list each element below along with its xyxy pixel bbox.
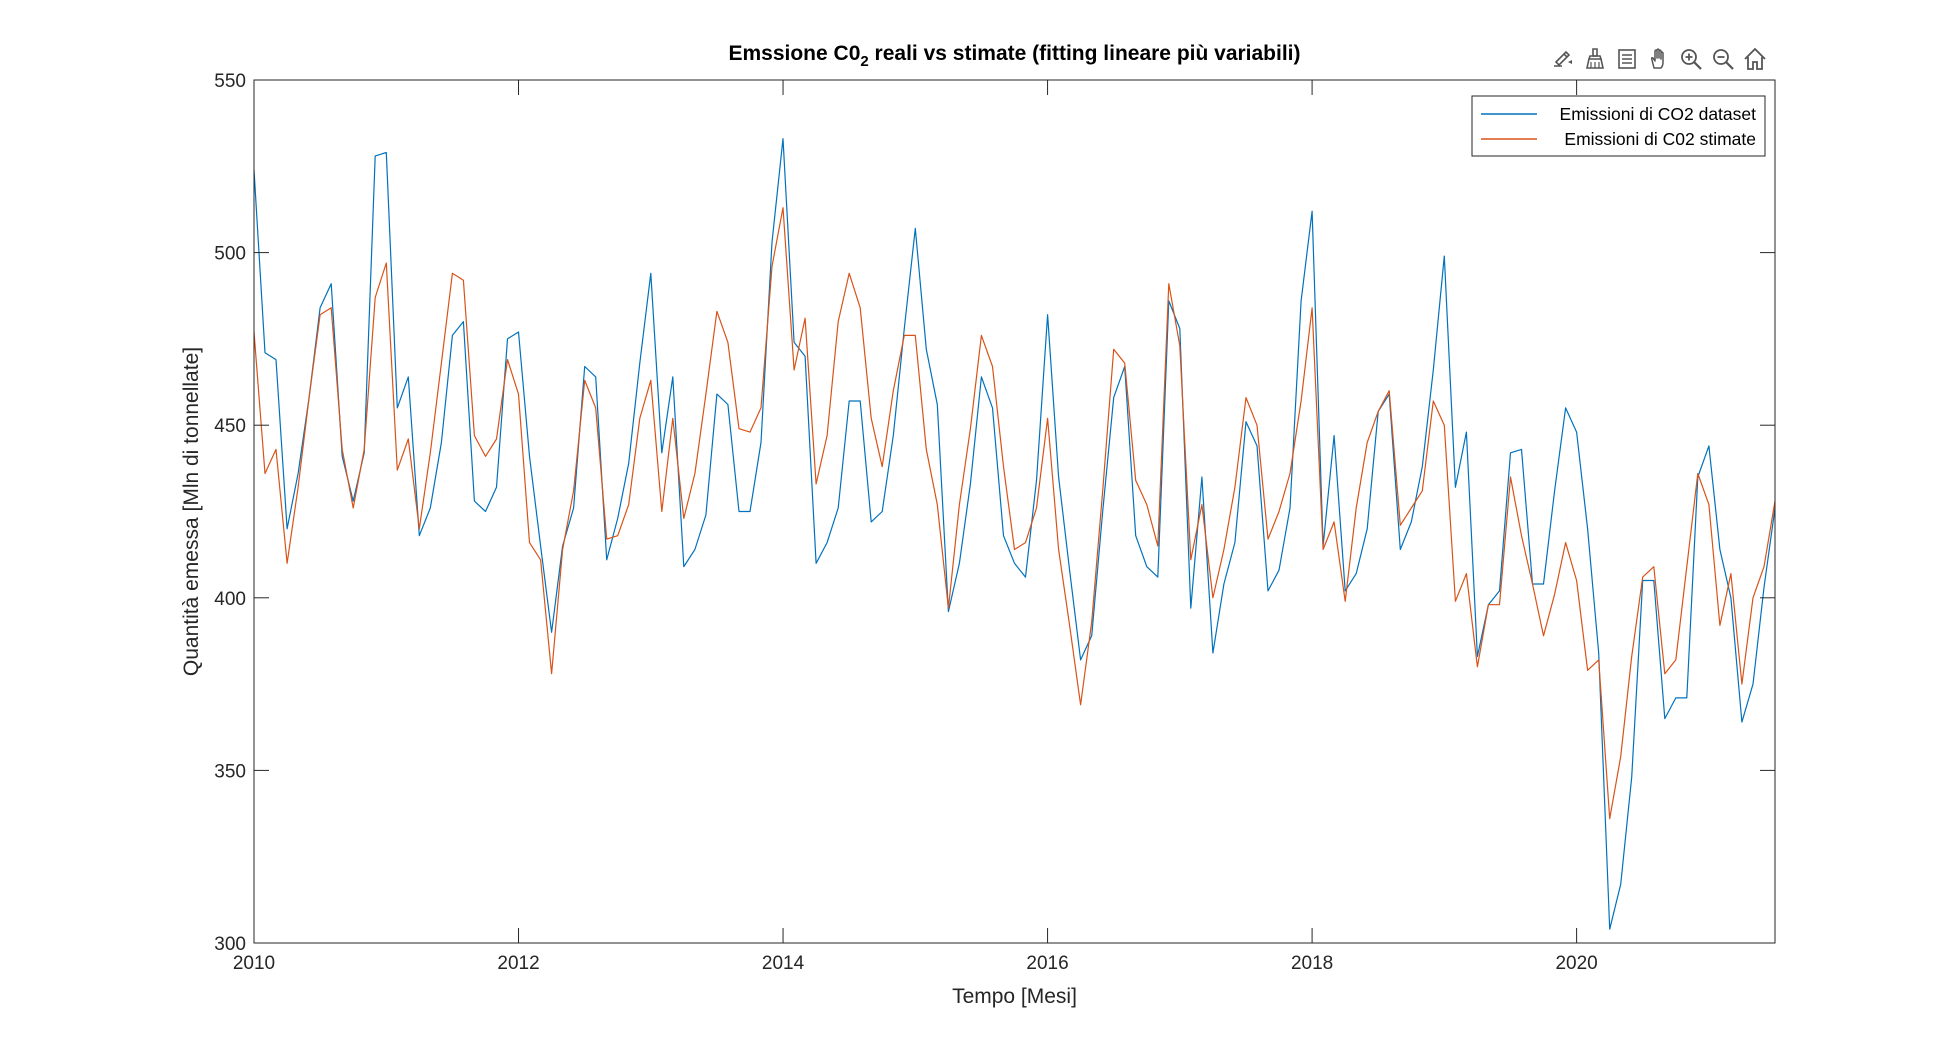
axes-toolbar [1548,44,1770,74]
axes-box [253,79,1776,944]
zoom-out-button[interactable] [1708,44,1738,74]
x-tick-label: 2016 [1026,953,1068,974]
series-line-2 [253,207,1776,820]
pan-hand-button[interactable] [1644,44,1674,74]
x-tick-label: 2018 [1291,953,1333,974]
zoom-out-icon [1713,49,1734,70]
title-rest: reali vs stimate (fitting lineare più va… [869,42,1301,65]
legend-label-1: Emissioni di CO2 dataset [1560,104,1757,124]
y-tick-label: 400 [214,589,246,610]
y-tick-label: 450 [214,416,246,437]
plot-area [254,80,1775,943]
y-axis-label: Quantità emessa [Mln di tonnellate] [180,347,203,676]
legend-toggle-button[interactable] [1612,44,1642,74]
y-tick-label: 550 [214,71,246,92]
x-tick-label: 2014 [762,953,805,974]
home-button[interactable] [1740,44,1770,74]
data-tips-icon [1554,50,1572,67]
legend-box [1471,95,1766,157]
data-tips-button[interactable] [1548,44,1578,74]
y-tick-label: 300 [214,934,246,955]
series-line-1 [253,138,1776,930]
brush-button[interactable] [1580,44,1610,74]
y-tick-label: 500 [214,244,246,265]
y-tick-label: 350 [214,761,246,782]
pan-hand-icon [1650,48,1664,69]
home-icon [1744,47,1766,70]
title-subscript: 2 [860,53,868,70]
x-tick-label: 2020 [1555,953,1597,974]
brush-icon [1586,48,1604,69]
legend-label-2: Emissioni di C02 stimate [1564,129,1756,149]
x-tick-label: 2010 [233,953,275,974]
chart-title: Emssione C02 reali vs stimate (fitting l… [728,42,1300,70]
x-axis-label: Tempo [Mesi] [952,985,1077,1008]
zoom-in-icon [1681,49,1702,70]
title-main: Emssione C0 [728,42,860,65]
zoom-in-button[interactable] [1676,44,1706,74]
x-tick-label: 2012 [497,953,539,974]
legend-toggle-icon [1618,49,1636,69]
